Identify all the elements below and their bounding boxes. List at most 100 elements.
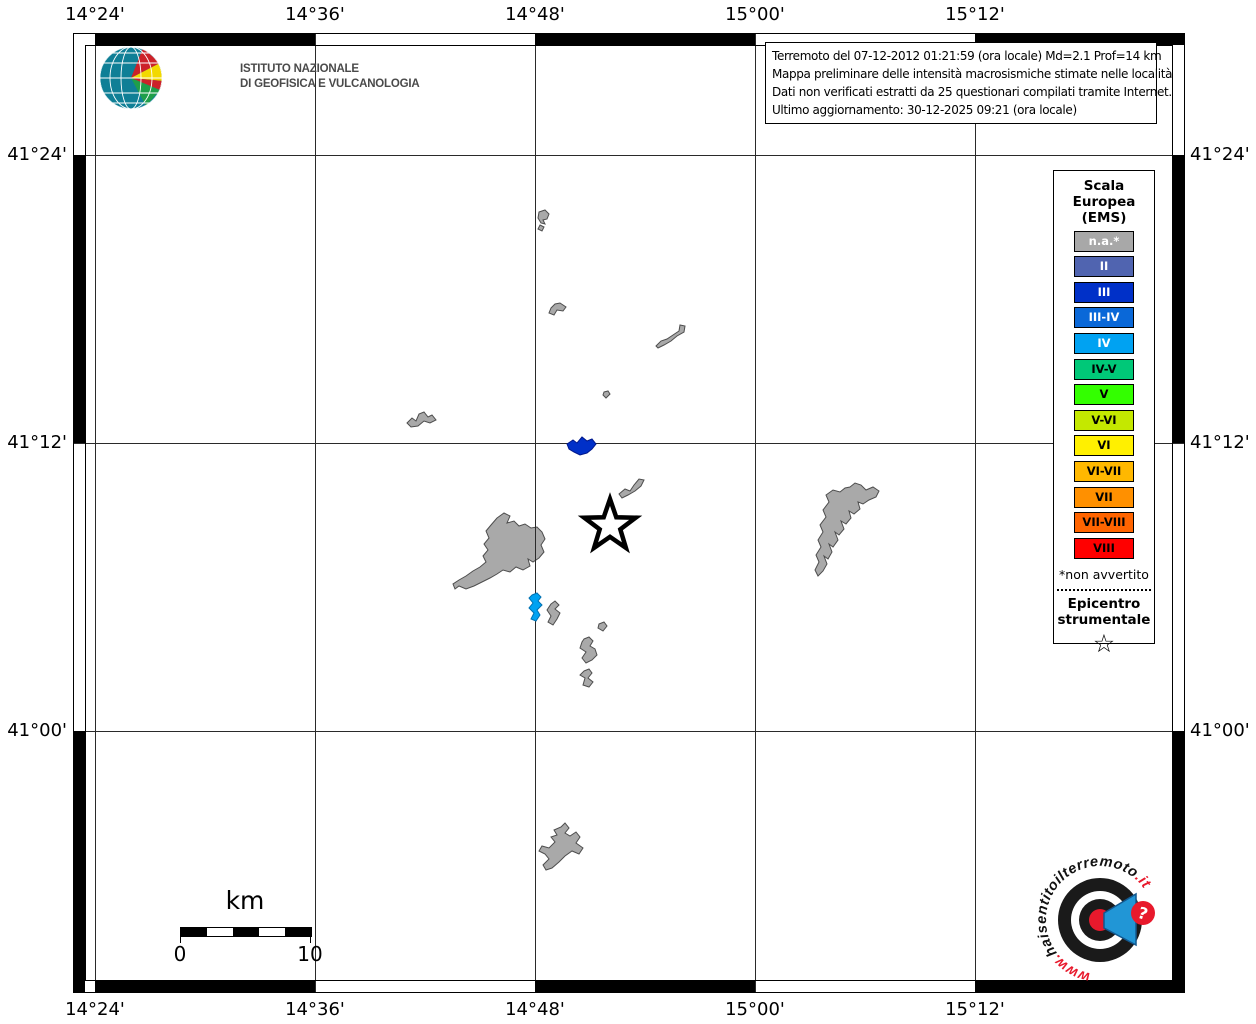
ingv-title: ISTITUTO NAZIONALE DI GEOFISICA E VULCAN…: [240, 62, 420, 92]
axis-label-left: 41°24': [7, 144, 67, 165]
locality-polygon: [546, 600, 561, 626]
scalebar-tick: [180, 936, 181, 943]
locality-polygon: [579, 668, 594, 688]
legend-title-line: Scala: [1083, 178, 1125, 194]
legend-swatch-ii: II: [1074, 256, 1134, 278]
axis-label-top: 14°48': [505, 4, 565, 25]
gridline-v: [95, 33, 96, 993]
axis-label-bottom: 14°48': [505, 999, 565, 1020]
scalebar-segment: [207, 928, 233, 936]
question-ball: [1131, 901, 1155, 925]
ingv-globe-icon: [100, 47, 162, 109]
gridline-v: [755, 33, 756, 993]
legend-title-line: (EMS): [1081, 210, 1127, 226]
frame-band: [95, 33, 315, 45]
locality-polygon: [406, 411, 437, 428]
axis-label-top: 14°24': [65, 4, 125, 25]
event-info-box: Terremoto del 07-12-2012 01:21:59 (ora l…: [765, 42, 1173, 124]
megaphone-icon: [1103, 892, 1137, 947]
axis-label-top: 15°00': [725, 4, 785, 25]
legend-title-line: Europea: [1072, 194, 1136, 210]
gridline-h: [73, 155, 1185, 156]
scalebar-segment: [181, 928, 207, 936]
axis-label-bottom: 15°00': [725, 999, 785, 1020]
frame-band: [975, 981, 1185, 993]
locality-polygon: [452, 512, 546, 590]
ingv-title-line2: DI GEOFISICA E VULCANOLOGIA: [240, 78, 420, 90]
legend-swatch-na: n.a.*: [1074, 230, 1134, 252]
legend-swatch-iv-v: IV-V: [1074, 358, 1134, 380]
locality-polygon: [538, 822, 584, 871]
gridline-v: [535, 33, 536, 993]
scalebar-start: 0: [173, 942, 187, 966]
legend-divider: [1057, 588, 1151, 591]
locality-polygon: [537, 209, 550, 232]
ingv-logo: ISTITUTO NAZIONALE DI GEOFISICA E VULCAN…: [98, 45, 428, 115]
legend-swatch-vii: VII: [1074, 486, 1134, 508]
epicenter-star: [577, 492, 643, 554]
axis-label-left: 41°12': [7, 432, 67, 453]
data-source-note: Dati non verificati estratti da 25 quest…: [772, 85, 1172, 99]
legend-swatch-v: V: [1074, 384, 1134, 406]
legend-swatch-iv: IV: [1074, 332, 1134, 354]
frame-band: [535, 981, 755, 993]
locality-polygon: [814, 482, 880, 577]
axis-label-right: 41°24': [1190, 144, 1250, 165]
axis-label-bottom: 14°36': [285, 999, 345, 1020]
axis-label-top: 14°36': [285, 4, 345, 25]
map-frame-inner: [85, 45, 1173, 981]
map-description: Mappa preliminare delle intensità macros…: [772, 67, 1173, 81]
scalebar-tick: [310, 936, 311, 943]
haisentitoilterremoto-logo: ? www.haisentitoilterremoto.it: [1034, 854, 1155, 985]
scalebar-segment: [285, 928, 311, 936]
gridline-h: [73, 731, 1185, 732]
axis-label-right: 41°12': [1190, 432, 1250, 453]
axis-label-top: 15°12': [945, 4, 1005, 25]
legend-footnote: *non avvertito: [1059, 566, 1149, 582]
legend-swatch-vi-vii: VI-VII: [1074, 460, 1134, 482]
legend-epicenter-label: Epicentro: [1067, 595, 1141, 612]
frame-band: [73, 731, 85, 993]
locality-polygon: [579, 636, 598, 664]
locality-polygon: [602, 390, 611, 399]
frame-band: [535, 33, 755, 45]
legend: Scala Europea (EMS) n.a.* II III III-IV IV IV…: [1053, 170, 1155, 656]
ingv-title-line1: ISTITUTO NAZIONALE: [240, 63, 359, 75]
locality-polygon: [548, 302, 567, 316]
epicenter-star-icon: ☆: [1092, 628, 1116, 658]
legend-swatch-viii: VIII: [1074, 537, 1134, 559]
scalebar-end: 10: [297, 942, 323, 966]
legend-epicenter-label: strumentale: [1057, 611, 1151, 628]
legend-swatch-v-vi: V-VI: [1074, 409, 1134, 431]
frame-band: [73, 155, 85, 443]
last-update: Ultimo aggiornamento: 30-12-2025 09:21 (…: [772, 103, 1077, 117]
legend-swatch-iii: III: [1074, 281, 1134, 303]
locality-polygon: [655, 324, 686, 349]
gridline-h: [73, 443, 1185, 444]
axis-label-left: 41°00': [7, 720, 67, 741]
axis-label-right: 41°00': [1190, 720, 1250, 741]
scalebar: [180, 927, 312, 937]
axis-label-bottom: 14°24': [65, 999, 125, 1020]
legend-swatch-vi: VI: [1074, 435, 1134, 457]
locality-polygon: [618, 478, 645, 499]
scalebar-segment: [259, 928, 285, 936]
locality-polygon-intensity-IV: [528, 592, 543, 622]
gridline-v: [315, 33, 316, 993]
locality-polygon-intensity-III: [566, 436, 597, 456]
map-frame-outer: [73, 33, 1185, 993]
scalebar-unit: km: [225, 886, 265, 915]
frame-band: [1173, 155, 1185, 443]
gridline-v: [975, 33, 976, 993]
locality-polygon: [597, 621, 608, 632]
frame-band: [1173, 731, 1185, 993]
axis-label-bottom: 15°12': [945, 999, 1005, 1020]
legend-swatches: n.a.* II III III-IV IV IV-V V V-VI VI VI-VII VII VI…: [1054, 230, 1154, 559]
legend-swatch-vii-viii: VII-VIII: [1074, 512, 1134, 534]
event-summary: Terremoto del 07-12-2012 01:21:59 (ora l…: [772, 49, 1162, 63]
frame-band: [95, 981, 315, 993]
legend-swatch-iii-iv: III-IV: [1074, 307, 1134, 329]
